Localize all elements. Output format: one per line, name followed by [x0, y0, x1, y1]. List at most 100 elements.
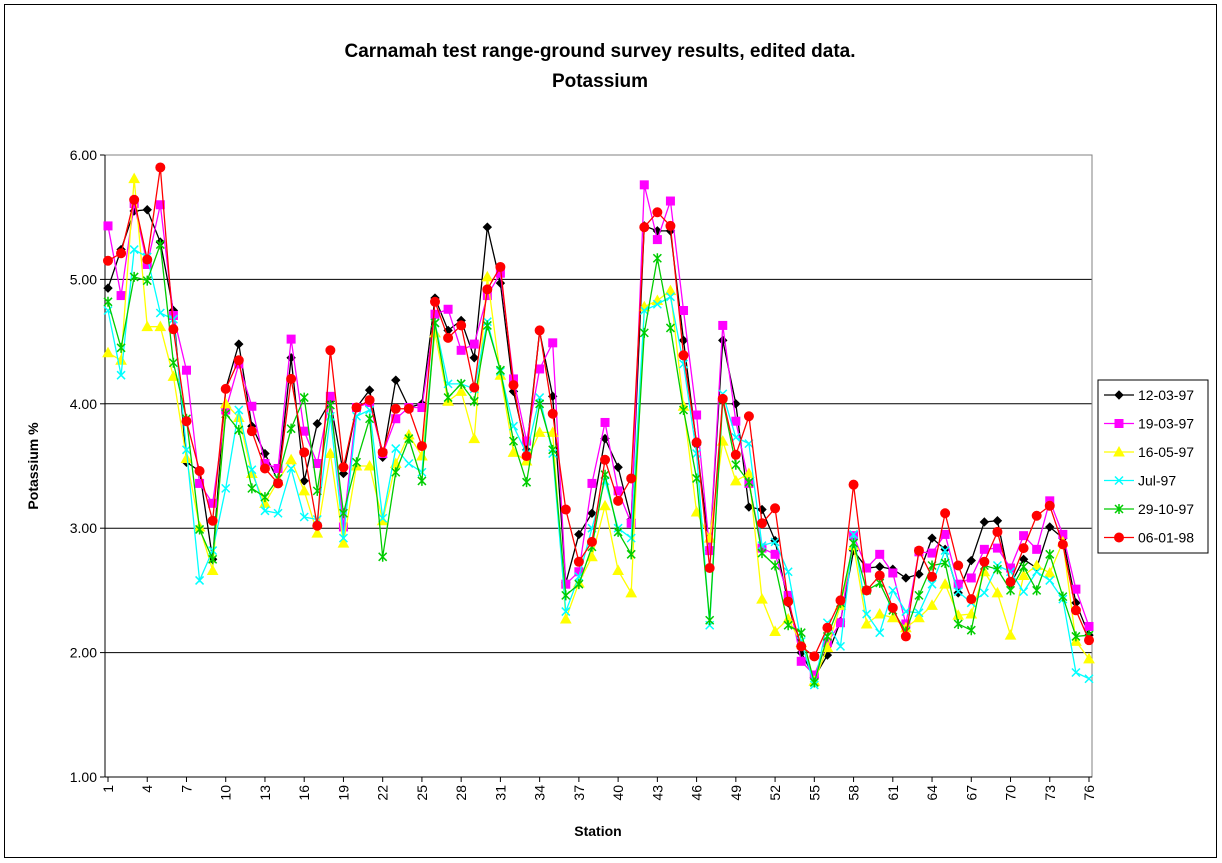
- series: [103, 162, 1094, 662]
- marker: [613, 486, 623, 496]
- marker: [548, 338, 558, 348]
- marker: [809, 677, 819, 688]
- marker: [286, 373, 297, 384]
- marker: [639, 180, 649, 190]
- marker: [208, 498, 218, 508]
- marker: [142, 205, 152, 215]
- marker: [299, 447, 310, 458]
- marker: [665, 196, 675, 206]
- marker: [391, 375, 401, 385]
- marker: [195, 524, 205, 535]
- marker: [168, 357, 178, 368]
- marker: [757, 541, 767, 551]
- series-line: [107, 244, 1090, 685]
- marker: [325, 400, 335, 411]
- marker: [195, 575, 205, 585]
- marker: [181, 416, 192, 427]
- y-tick-label: 3.00: [70, 520, 97, 536]
- marker: [338, 522, 348, 532]
- marker: [443, 332, 454, 343]
- marker: [678, 405, 689, 416]
- marker: [613, 462, 623, 472]
- x-tick-label: 67: [963, 785, 979, 801]
- marker: [796, 656, 806, 666]
- marker: [535, 398, 545, 409]
- x-tick-label: 25: [414, 785, 430, 801]
- marker: [416, 441, 427, 452]
- marker: [1045, 575, 1055, 585]
- marker: [586, 550, 598, 562]
- marker: [849, 529, 859, 539]
- marker: [285, 453, 297, 465]
- marker: [613, 526, 623, 537]
- marker: [743, 411, 754, 422]
- marker: [548, 444, 558, 455]
- x-tick-label: 52: [767, 785, 783, 801]
- series-line: [107, 167, 1090, 658]
- marker: [744, 477, 754, 488]
- marker: [887, 602, 898, 613]
- x-tick-label: 49: [728, 785, 744, 801]
- marker: [914, 590, 924, 601]
- marker: [456, 378, 466, 389]
- marker: [665, 322, 675, 333]
- marker: [1071, 584, 1081, 594]
- y-tick-label: 4.00: [70, 396, 97, 412]
- marker: [221, 483, 231, 493]
- marker: [116, 291, 126, 301]
- marker: [979, 517, 990, 527]
- marker: [168, 324, 179, 335]
- y-tick-label: 2.00: [70, 645, 97, 661]
- marker: [208, 554, 218, 565]
- marker: [848, 479, 859, 490]
- legend-marker: [1114, 475, 1124, 486]
- marker: [652, 299, 662, 309]
- x-tick-label: 73: [1042, 785, 1058, 801]
- marker: [691, 437, 702, 448]
- marker: [391, 467, 401, 478]
- marker: [953, 579, 963, 589]
- marker: [966, 625, 976, 636]
- marker: [522, 477, 532, 488]
- marker: [1084, 674, 1094, 684]
- marker: [888, 568, 898, 578]
- marker: [705, 615, 715, 626]
- marker: [626, 473, 637, 484]
- marker: [888, 585, 898, 595]
- marker: [155, 308, 165, 318]
- marker: [979, 556, 990, 567]
- x-tick-label: 22: [375, 785, 391, 801]
- marker: [561, 607, 571, 617]
- marker: [1071, 667, 1081, 678]
- marker: [978, 565, 991, 577]
- marker: [587, 478, 597, 488]
- marker: [273, 508, 283, 518]
- marker: [273, 478, 284, 489]
- marker: [731, 459, 741, 470]
- chart-title: Carnamah test range-ground survey result…: [344, 41, 855, 62]
- marker: [521, 451, 532, 462]
- marker: [103, 283, 113, 293]
- x-tick-label: 43: [649, 785, 665, 801]
- x-tick-label: 31: [492, 785, 508, 801]
- marker: [757, 518, 767, 529]
- x-tick-label: 4: [139, 785, 155, 793]
- marker: [299, 392, 309, 403]
- marker: [495, 365, 505, 376]
- marker: [181, 365, 191, 375]
- marker: [1004, 629, 1017, 640]
- marker: [731, 416, 741, 426]
- marker: [234, 405, 244, 415]
- x-tick-label: 7: [178, 785, 194, 793]
- marker: [508, 380, 519, 391]
- x-tick-label: 37: [571, 785, 587, 801]
- marker: [992, 543, 1002, 553]
- marker: [927, 533, 937, 543]
- marker: [835, 618, 845, 628]
- marker: [142, 275, 152, 286]
- marker: [1070, 605, 1081, 616]
- marker: [862, 563, 872, 573]
- marker: [560, 504, 571, 515]
- marker: [443, 392, 453, 403]
- x-tick-label: 1: [100, 785, 116, 793]
